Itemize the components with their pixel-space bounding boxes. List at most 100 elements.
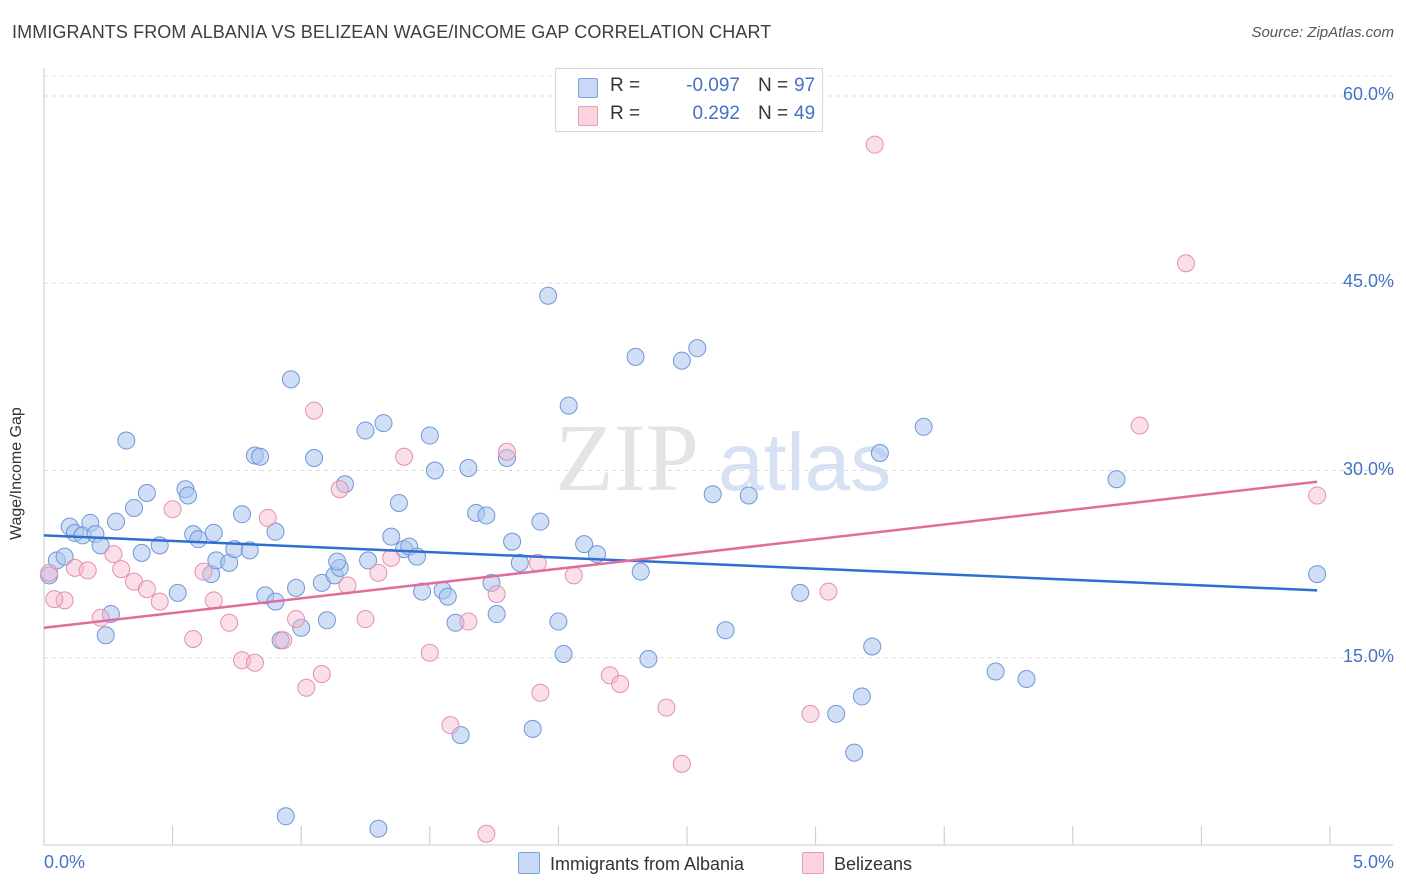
point-albania — [852, 687, 871, 706]
point-belizeans — [420, 643, 439, 662]
point-albania — [389, 493, 408, 512]
point-belizeans — [1308, 486, 1327, 505]
point-albania — [531, 512, 550, 531]
point-albania — [117, 431, 136, 450]
point-albania — [631, 562, 650, 581]
point-albania — [359, 551, 378, 570]
point-albania — [523, 719, 542, 738]
legend-swatch-belizeans — [802, 852, 824, 874]
point-albania — [791, 583, 810, 602]
y-tick-label: 15.0% — [1342, 645, 1394, 666]
y-tick-label: 60.0% — [1342, 84, 1394, 104]
y-tick-label: 45.0% — [1342, 271, 1394, 292]
point-belizeans — [150, 592, 169, 611]
point-albania — [132, 543, 151, 562]
point-belizeans — [382, 548, 401, 567]
point-albania — [482, 573, 501, 592]
legend-n-label: N = — [758, 75, 789, 96]
point-albania — [845, 743, 864, 762]
point-albania — [1107, 470, 1126, 489]
point-belizeans — [497, 442, 516, 461]
point-albania — [459, 459, 478, 478]
point-belizeans — [78, 561, 97, 580]
point-albania — [137, 483, 156, 502]
legend-swatch-albania — [578, 78, 598, 98]
point-albania — [125, 498, 144, 517]
x-tick-max: 5.0% — [1352, 852, 1394, 872]
watermark-zip: ZIP — [555, 404, 699, 511]
point-belizeans — [369, 563, 388, 582]
point-albania — [420, 426, 439, 445]
point-albania — [292, 618, 311, 637]
point-albania — [672, 351, 691, 370]
legend-n-value: 49 — [794, 103, 816, 124]
point-albania — [276, 807, 295, 826]
point-belizeans — [274, 631, 293, 650]
point-albania — [1017, 669, 1036, 688]
series-legend-belizeans: Belizeans — [802, 852, 912, 875]
point-albania — [55, 547, 74, 566]
point-belizeans — [45, 590, 64, 609]
legend-n-label: N = — [758, 103, 789, 124]
point-albania — [503, 532, 522, 551]
point-belizeans — [305, 401, 324, 420]
trendline-belizeans — [43, 480, 1318, 630]
point-albania — [317, 611, 336, 630]
point-belizeans — [245, 653, 264, 672]
point-belizeans — [1130, 416, 1149, 435]
point-belizeans — [287, 610, 306, 629]
point-albania — [96, 626, 115, 645]
point-albania — [863, 637, 882, 656]
point-albania — [487, 605, 506, 624]
legend-n-value: 97 — [794, 75, 816, 96]
point-albania — [266, 522, 285, 541]
point-belizeans — [112, 560, 131, 579]
point-belizeans — [1176, 254, 1195, 273]
legend-label-belizeans: Belizeans — [834, 854, 913, 874]
point-albania — [559, 396, 578, 415]
point-albania — [497, 449, 516, 468]
point-belizeans — [395, 447, 414, 466]
point-albania — [739, 486, 758, 505]
legend-r-value: 0.292 — [692, 103, 740, 124]
point-albania — [914, 417, 933, 436]
point-albania — [107, 512, 126, 531]
point-albania — [554, 645, 573, 664]
point-albania — [703, 485, 722, 504]
point-albania — [356, 421, 375, 440]
point-albania — [374, 414, 393, 433]
point-albania — [575, 535, 594, 554]
point-belizeans — [40, 563, 59, 582]
point-belizeans — [163, 500, 182, 519]
legend-label-albania: Immigrants from Albania — [550, 854, 745, 874]
point-belizeans — [865, 135, 884, 154]
point-belizeans — [611, 674, 630, 693]
point-belizeans — [356, 610, 375, 629]
point-belizeans — [672, 754, 691, 773]
series-legend-albania: Immigrants from Albania — [518, 852, 744, 875]
point-albania — [438, 587, 457, 606]
point-belizeans — [258, 508, 277, 527]
point-belizeans — [194, 562, 213, 581]
legend-r-value: -0.097 — [686, 75, 740, 96]
point-albania — [477, 506, 496, 525]
point-belizeans — [137, 580, 156, 599]
point-albania — [233, 505, 252, 524]
chart-title: IMMIGRANTS FROM ALBANIA VS BELIZEAN WAGE… — [12, 22, 772, 42]
point-albania — [335, 475, 354, 494]
legend-swatch-belizeans — [578, 106, 598, 126]
point-albania — [446, 613, 465, 632]
point-albania — [626, 347, 645, 366]
legend-swatch-albania — [518, 852, 540, 874]
point-belizeans — [531, 683, 550, 702]
legend-r-label: R = — [610, 75, 641, 96]
point-belizeans — [801, 704, 820, 723]
point-belizeans — [441, 716, 460, 735]
point-belizeans — [330, 480, 349, 499]
point-albania — [251, 447, 270, 466]
point-belizeans — [204, 591, 223, 610]
point-albania — [827, 704, 846, 723]
point-albania — [369, 819, 388, 838]
point-albania — [287, 578, 306, 597]
